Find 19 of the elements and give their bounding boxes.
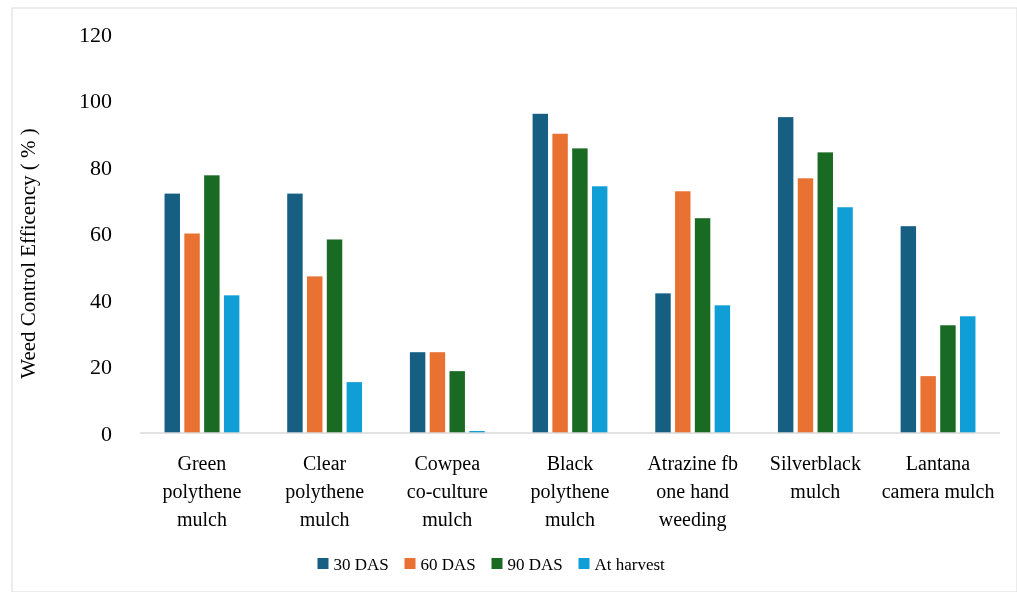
x-tick-label: Lantana camera mulch bbox=[881, 452, 995, 502]
y-tick-label: 80 bbox=[90, 154, 112, 180]
legend-label: 90 DAS bbox=[507, 554, 563, 574]
y-tick-label: 120 bbox=[79, 21, 112, 47]
legend-label: 30 DAS bbox=[333, 554, 389, 574]
y-axis-title: Weed Control Efficency ( % ) bbox=[16, 128, 40, 379]
x-tick-label: Green polythene mulch bbox=[162, 452, 242, 530]
y-tick-label: 60 bbox=[90, 221, 112, 246]
x-tick-label: Cowpea co-culture mulch bbox=[406, 452, 488, 530]
x-tick-label: Atrazine fb one hand weeding bbox=[647, 452, 738, 531]
legend-label: At harvest bbox=[594, 554, 666, 574]
y-tick-label: 100 bbox=[79, 88, 112, 113]
legend-label: 60 DAS bbox=[420, 554, 476, 574]
x-tick-label: Silverblack mulch bbox=[769, 452, 861, 502]
y-tick-label: 20 bbox=[90, 354, 112, 379]
y-tick-label: 40 bbox=[90, 287, 112, 313]
x-tick-label: Black polythene mulch bbox=[530, 452, 610, 530]
y-tick-label: 0 bbox=[101, 420, 112, 446]
x-tick-label: Clear polythene mulch bbox=[285, 452, 365, 530]
